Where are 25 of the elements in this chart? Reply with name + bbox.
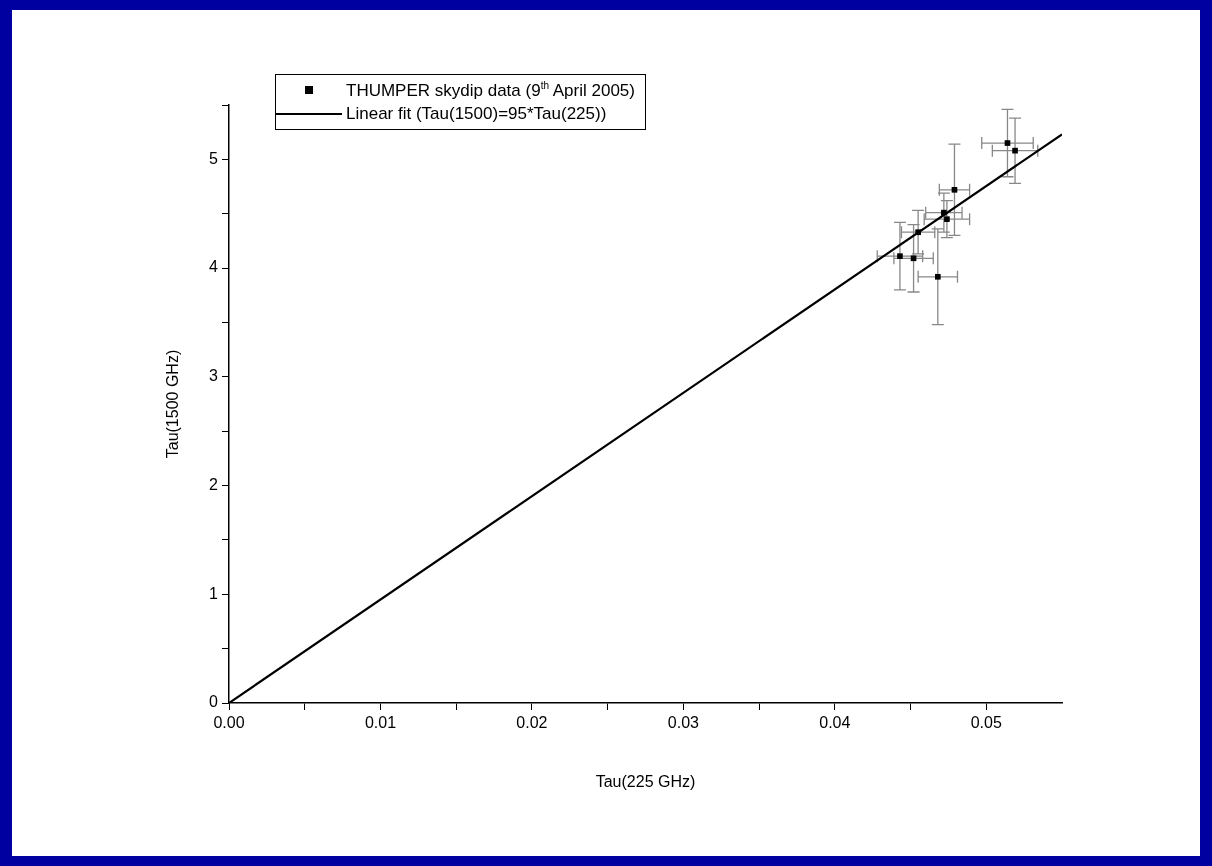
legend-label: THUMPER skydip data (9$^{th}$ April 2005) [346, 79, 635, 101]
point [1012, 147, 1018, 154]
x-tick-label: 0.04 [819, 714, 851, 732]
x-tick-label: 0.01 [364, 714, 397, 732]
y-tick-label: 0 [209, 693, 219, 711]
y-tick-label: 4 [209, 258, 219, 276]
y-tick-label: 5 [209, 149, 219, 167]
y-tick-label: 2 [209, 475, 219, 493]
x-tick-label: 0.03 [667, 714, 700, 732]
x-tick-label: 0.05 [970, 714, 1002, 732]
x-axis-title: Tau(225 GHz) [595, 772, 696, 790]
point [941, 209, 947, 216]
x-tick-label: 0.00 [213, 714, 245, 732]
point [897, 253, 903, 259]
y-tick-label: 1 [209, 584, 219, 602]
point [951, 186, 958, 193]
point [910, 255, 917, 262]
point [915, 229, 921, 236]
legend-label: Linear fit (Tau(1500)=95*Tau(225)) [346, 104, 607, 124]
y-tick-label: 3 [209, 367, 219, 385]
y-axis-title: Tau(1500 GHz) [164, 349, 182, 459]
x-tick-label: 0.02 [516, 714, 548, 732]
point [944, 216, 950, 222]
point [934, 273, 941, 280]
point [1004, 140, 1011, 146]
